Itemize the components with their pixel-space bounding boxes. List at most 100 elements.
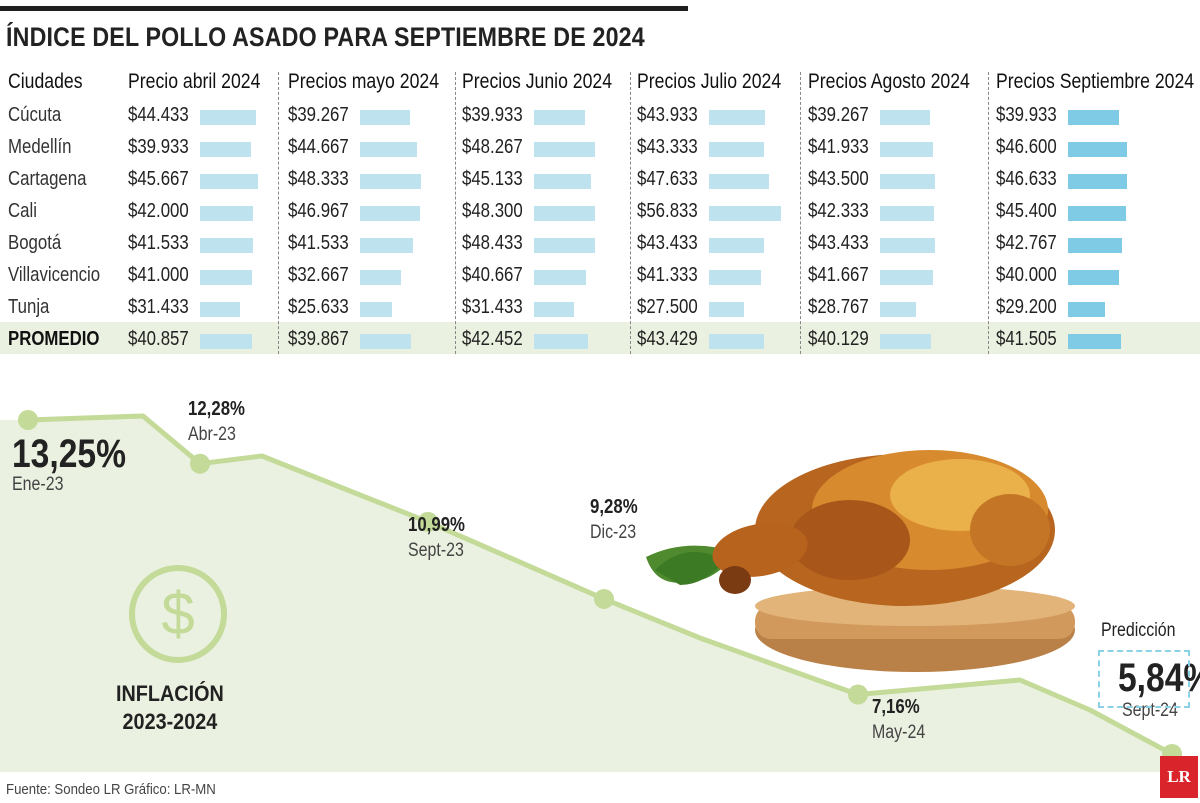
price-bar [200,270,252,285]
column-header-month: Precios Julio 2024 [637,70,782,93]
price-value: $48.433 [462,232,523,254]
price-value: $45.400 [996,200,1057,222]
price-bar [360,110,410,125]
price-value: $48.333 [288,168,349,190]
price-value: $40.667 [462,264,523,286]
price-bar [200,302,240,317]
inflation-date-label: May-24 [872,722,926,743]
price-value: $25.633 [288,296,349,318]
price-value: $39.933 [996,104,1057,126]
price-bar [709,142,764,157]
inflation-value-label: 9,28% [590,496,638,518]
price-value: $41.505 [996,328,1057,350]
price-value: $39.867 [288,328,349,350]
inflation-point [418,511,438,532]
city-label: Cúcuta [8,104,62,126]
price-value: $41.000 [128,264,189,286]
inflation-title: INFLACIÓN 2023-2024 [116,680,224,736]
inflation-area [0,416,1190,772]
price-value: $43.500 [808,168,869,190]
price-value: $45.667 [128,168,189,190]
inflation-chart: $ [0,410,1190,772]
price-bar [534,142,595,157]
price-value: $42.452 [462,328,523,350]
price-value: $43.333 [637,136,698,158]
price-value: $31.433 [462,296,523,318]
price-bar [534,206,595,221]
price-bar [360,302,392,317]
price-value: $44.667 [288,136,349,158]
price-value: $42.767 [996,232,1057,254]
column-header-month: Precios Septiembre 2024 [996,70,1195,93]
inflation-date-label: Sept-23 [408,540,464,561]
prediction-box [1098,650,1190,708]
inflation-value-label: 5,84% [1118,656,1200,700]
price-value: $27.500 [637,296,698,318]
dollar-circle-icon: $ [129,565,227,663]
city-label: Tunja [8,296,50,318]
price-bar [1068,142,1127,157]
price-bar [360,142,417,157]
price-bar [534,174,591,189]
price-bar [360,174,421,189]
lr-logo: LR [1160,756,1198,798]
column-divider [800,72,801,354]
city-label: Cali [8,200,37,222]
price-bar [709,302,744,317]
inflation-value-label: 13,25% [12,432,126,476]
price-bar [360,334,411,349]
price-value: $40.000 [996,264,1057,286]
top-rule [0,6,688,11]
price-value: $48.300 [462,200,523,222]
inflation-value-label: 7,16% [872,696,920,718]
price-bar [709,270,761,285]
price-value: $43.433 [637,232,698,254]
price-bar [880,206,934,221]
price-bar [200,206,253,221]
price-value: $41.667 [808,264,869,286]
price-bar [880,142,933,157]
price-bar [534,270,586,285]
column-header-cities: Ciudades [8,70,83,93]
column-header-month: Precios Agosto 2024 [808,70,970,93]
price-value: $39.933 [462,104,523,126]
inflation-date-label: Dic-23 [590,522,637,543]
svg-text:$: $ [161,580,194,647]
price-bar [880,174,935,189]
prediction-label: Predicción [1101,620,1176,641]
price-value: $41.533 [128,232,189,254]
price-bar [360,270,401,285]
price-bar [1068,238,1122,253]
price-bar [1068,110,1119,125]
column-header-month: Precios Junio 2024 [462,70,613,93]
column-divider [630,72,631,354]
price-bar [200,334,252,349]
inflation-title-line-1: INFLACIÓN [116,681,224,706]
price-value: $41.533 [288,232,349,254]
price-bar [709,206,781,221]
price-bar [1068,174,1127,189]
price-bar [200,142,251,157]
price-value: $42.333 [808,200,869,222]
column-divider [278,72,279,354]
column-header-month: Precios mayo 2024 [288,70,440,93]
inflation-point [190,453,210,474]
price-bar [709,174,769,189]
city-label: Bogotá [8,232,62,254]
price-value: $29.200 [996,296,1057,318]
price-value: $31.433 [128,296,189,318]
price-value: $43.429 [637,328,698,350]
price-bar [880,302,916,317]
city-label: Medellín [8,136,72,158]
price-value: $43.933 [637,104,698,126]
page-title: ÍNDICE DEL POLLO ASADO PARA SEPTIEMBRE D… [6,22,645,52]
price-value: $32.667 [288,264,349,286]
price-value: $44.433 [128,104,189,126]
inflation-point [848,684,868,705]
price-value: $41.333 [637,264,698,286]
price-value: $56.833 [637,200,698,222]
price-bar [200,238,253,253]
column-header-month: Precio abril 2024 [128,70,261,93]
source-note: Fuente: Sondeo LR Gráfico: LR-MN [6,781,216,798]
price-bar [1068,270,1119,285]
